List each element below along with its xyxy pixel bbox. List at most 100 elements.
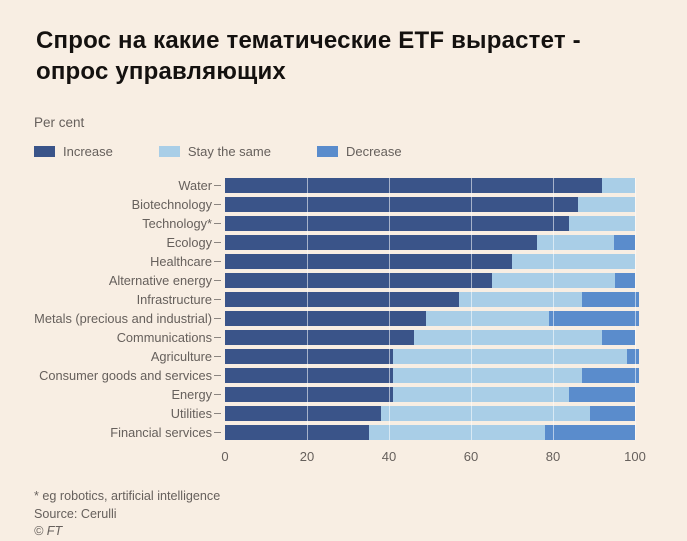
bar-track bbox=[225, 292, 649, 308]
category-label: Ecology bbox=[166, 235, 212, 251]
bar-segment-stay-the-same bbox=[380, 406, 590, 422]
bar-segment-increase bbox=[225, 235, 537, 251]
category-label: Metals (precious and industrial) bbox=[34, 311, 212, 327]
unit-label: Per cent bbox=[34, 115, 85, 131]
bar-track bbox=[225, 235, 649, 251]
legend-label-decrease: Decrease bbox=[345, 144, 402, 160]
bar-track bbox=[225, 311, 649, 327]
legend-label-stay-the-same: Stay the same bbox=[187, 144, 271, 160]
footnote-source: Source: Cerulli bbox=[34, 506, 117, 521]
bar-track bbox=[225, 178, 649, 194]
stacked-bar-chart: Water Biotechnology Technology* Ecology Heal… bbox=[34, 176, 667, 442]
bar-segment-stay-the-same bbox=[536, 235, 615, 251]
x-tick-label-100: 100 bbox=[624, 449, 646, 465]
chart-row-agriculture: Agriculture bbox=[34, 347, 667, 366]
bar-segment-stay-the-same bbox=[393, 387, 570, 403]
bar-segment-increase bbox=[225, 387, 394, 403]
category-label: Agriculture bbox=[150, 349, 212, 365]
chart-row-water: Water bbox=[34, 176, 667, 195]
category-label: Biotechnology bbox=[131, 197, 212, 213]
chart-row-metals-precious-and-industrial: Metals (precious and industrial) bbox=[34, 309, 667, 328]
bar-segment-increase bbox=[225, 254, 512, 270]
bar-segment-increase bbox=[225, 330, 414, 346]
footnote-copyright: © FT bbox=[34, 524, 63, 539]
chart-row-alternative-energy: Alternative energy bbox=[34, 271, 667, 290]
bar-segment-stay-the-same bbox=[458, 292, 582, 308]
category-label: Healthcare bbox=[150, 254, 212, 270]
page-title: Спрос на какие тематические ETF вырастет… bbox=[36, 27, 581, 85]
chart-row-financial-services: Financial services bbox=[34, 423, 667, 442]
category-tick bbox=[214, 223, 221, 225]
bar-track bbox=[225, 349, 649, 365]
chart-row-infrastructure: Infrastructure bbox=[34, 290, 667, 309]
bar-track bbox=[225, 387, 649, 403]
bar-segment-increase bbox=[225, 368, 394, 384]
bar-segment-increase bbox=[225, 216, 570, 232]
chart-row-technology: Technology* bbox=[34, 214, 667, 233]
legend-swatch-stay-the-same bbox=[158, 146, 180, 158]
bar-track bbox=[225, 273, 649, 289]
bar-segment-decrease bbox=[548, 311, 640, 327]
bar-segment-stay-the-same bbox=[368, 425, 545, 441]
category-label: Utilities bbox=[170, 406, 212, 422]
bar-segment-increase bbox=[225, 273, 492, 289]
bar-segment-stay-the-same bbox=[569, 216, 635, 232]
category-tick bbox=[214, 242, 221, 244]
category-tick bbox=[214, 261, 221, 263]
bar-segment-stay-the-same bbox=[491, 273, 615, 289]
category-tick bbox=[214, 432, 221, 434]
bar-segment-increase bbox=[225, 178, 603, 194]
category-label: Water bbox=[178, 178, 212, 194]
bar-segment-increase bbox=[225, 292, 459, 308]
bar-segment-decrease bbox=[581, 292, 640, 308]
category-label: Technology* bbox=[142, 216, 212, 232]
legend-swatch-decrease bbox=[316, 146, 338, 158]
bar-segment-stay-the-same bbox=[602, 178, 635, 194]
bar-segment-decrease bbox=[602, 330, 635, 346]
category-label: Infrastructure bbox=[136, 292, 212, 308]
category-tick bbox=[214, 185, 221, 187]
bar-segment-increase bbox=[225, 406, 381, 422]
legend-label-increase: Increase bbox=[63, 144, 113, 160]
footnote-asterisk: * eg robotics, artificial intelligence bbox=[34, 489, 221, 504]
category-tick bbox=[214, 204, 221, 206]
bar-track bbox=[225, 197, 649, 213]
chart-row-healthcare: Healthcare bbox=[34, 252, 667, 271]
chart-row-energy: Energy bbox=[34, 385, 667, 404]
bar-segment-increase bbox=[225, 349, 394, 365]
x-tick-label-60: 60 bbox=[463, 449, 479, 465]
bar-track bbox=[225, 216, 649, 232]
footnotes: * eg robotics, artificial intelligence S… bbox=[34, 488, 667, 540]
legend-item-stay-the-same: Stay the same bbox=[158, 144, 271, 160]
bar-track bbox=[225, 254, 649, 270]
category-tick bbox=[214, 356, 221, 358]
bar-segment-stay-the-same bbox=[425, 311, 549, 327]
bar-segment-decrease bbox=[544, 425, 635, 441]
x-tick-label-80: 80 bbox=[545, 449, 561, 465]
chart-row-communications: Communications bbox=[34, 328, 667, 347]
category-tick bbox=[214, 394, 221, 396]
bar-segment-increase bbox=[225, 425, 369, 441]
bar-segment-stay-the-same bbox=[577, 197, 635, 213]
bar-track bbox=[225, 406, 649, 422]
category-label: Communications bbox=[116, 330, 212, 346]
legend-swatch-increase bbox=[34, 146, 55, 158]
category-label: Financial services bbox=[110, 425, 212, 441]
category-tick bbox=[214, 413, 221, 415]
chart-row-utilities: Utilities bbox=[34, 404, 667, 423]
bar-segment-decrease bbox=[581, 368, 640, 384]
category-tick bbox=[214, 337, 221, 339]
legend-item-decrease: Decrease bbox=[316, 144, 402, 160]
legend: Increase Stay the same Decrease bbox=[34, 144, 667, 159]
bar-segment-decrease bbox=[626, 349, 640, 365]
category-tick bbox=[214, 375, 221, 377]
category-label: Alternative energy bbox=[108, 273, 212, 289]
bar-track bbox=[225, 425, 649, 441]
bar-segment-decrease bbox=[569, 387, 635, 403]
chart-row-consumer-goods-and-services: Consumer goods and services bbox=[34, 366, 667, 385]
category-label: Energy bbox=[171, 387, 212, 403]
bar-track bbox=[225, 368, 649, 384]
x-tick-label-40: 40 bbox=[381, 449, 397, 465]
bar-segment-stay-the-same bbox=[393, 368, 582, 384]
x-axis: 0 20 40 60 80 100 bbox=[221, 446, 649, 466]
